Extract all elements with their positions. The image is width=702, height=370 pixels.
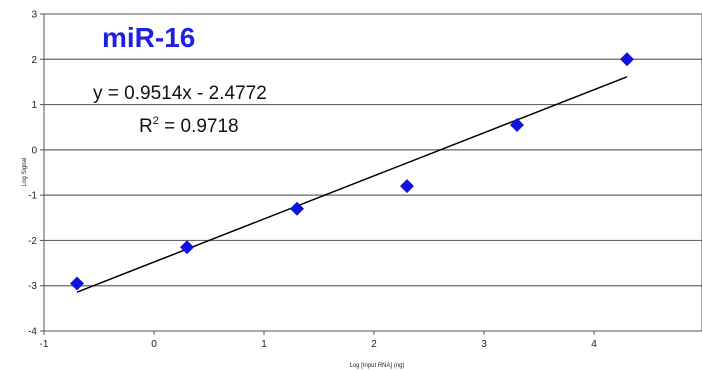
y-tick-label: -4 (28, 327, 37, 338)
data-point (620, 52, 634, 67)
x-axis: -1 0 1 2 3 4 (40, 331, 597, 350)
chart-title: miR-16 (102, 22, 195, 53)
data-point (290, 201, 304, 216)
data-point (510, 117, 524, 132)
r-squared-value: = 0.9718 (159, 116, 239, 137)
r-squared-prefix: R (139, 116, 153, 137)
x-axis-label: Log [Input RNA] (ng) (349, 363, 404, 369)
trendline (76, 76, 628, 293)
y-axis: 3 2 1 0 -1 -2 -3 -4 (28, 10, 44, 338)
x-tick-label: 3 (481, 339, 487, 350)
y-tick-label: 3 (31, 10, 37, 21)
x-tick-label: 4 (591, 339, 597, 350)
x-tick-label: 2 (371, 339, 377, 350)
y-tick-label: 1 (31, 100, 37, 111)
x-tick-label: 1 (261, 339, 267, 350)
y-tick-label: 0 (31, 145, 37, 156)
plot-area-frame (43, 13, 702, 332)
y-tick-label: -2 (28, 236, 37, 247)
r-squared-superscript: 2 (153, 115, 159, 127)
y-tick-label: -1 (28, 191, 37, 202)
y-tick-label: 2 (31, 55, 37, 66)
data-point (180, 240, 194, 255)
data-point (400, 179, 414, 194)
gridlines (44, 58, 702, 287)
x-tick-label: -1 (40, 339, 49, 350)
r-squared: R2 = 0.9718 (139, 115, 239, 137)
y-tick-label: -3 (28, 281, 37, 292)
y-axis-label: Log Signal (22, 158, 28, 186)
trendline-equation: y = 0.9514x - 2.4772 (93, 83, 267, 104)
x-tick-label: 0 (151, 339, 157, 350)
data-points (70, 52, 634, 291)
data-point (70, 276, 84, 291)
